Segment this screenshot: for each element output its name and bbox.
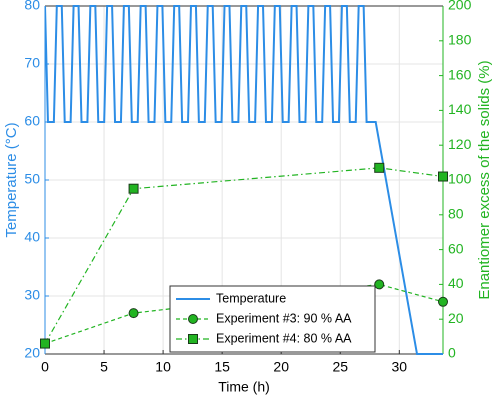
- marker: [128, 308, 139, 319]
- marker: [40, 338, 50, 349]
- x-axis-label: Time (h): [218, 379, 270, 395]
- y-tick-label: 30: [24, 287, 40, 303]
- marker: [374, 279, 385, 290]
- y-tick-label: 40: [24, 229, 40, 245]
- y2-tick-label: 20: [448, 310, 464, 326]
- line: [45, 167, 443, 344]
- y-tick-label: 60: [24, 113, 40, 129]
- y-tick-label: 80: [24, 0, 40, 13]
- marker: [374, 162, 385, 173]
- y2-tick-label: 120: [448, 136, 472, 152]
- marker: [438, 296, 448, 307]
- y-axis-label: Temperature (°C): [3, 122, 20, 237]
- y2-tick-label: 60: [448, 240, 464, 256]
- y2-tick-label: 80: [448, 206, 464, 222]
- legend-label: Experiment #4: 80 % AA: [216, 331, 352, 345]
- y-tick-label: 70: [24, 55, 40, 71]
- y2-tick-label: 100: [448, 171, 472, 187]
- y2-tick-label: 160: [448, 66, 472, 82]
- y2-tick-label: 40: [448, 275, 464, 291]
- y2-tick-label: 0: [448, 345, 456, 361]
- marker: [438, 171, 448, 182]
- marker: [128, 183, 139, 194]
- y2-tick-label: 140: [448, 101, 472, 117]
- line: [45, 5, 443, 355]
- legend-marker: [188, 334, 198, 344]
- y-tick-label: 50: [24, 171, 40, 187]
- y-tick-label: 20: [24, 345, 40, 361]
- x-tick-label: 20: [273, 359, 289, 375]
- y2-tick-label: 200: [448, 0, 472, 13]
- x-tick-label: 0: [41, 359, 49, 375]
- x-tick-label: 25: [332, 359, 348, 375]
- legend-label: Temperature: [216, 291, 286, 305]
- x-tick-label: 15: [214, 359, 230, 375]
- y2-axis-label: Enantiomer excess of the solids (%): [476, 60, 493, 299]
- x-tick-label: 5: [100, 359, 108, 375]
- x-tick-label: 10: [155, 359, 171, 375]
- legend-marker: [188, 314, 198, 324]
- legend-label: Experiment #3: 90 % AA: [216, 311, 352, 325]
- y2-tick-label: 180: [448, 32, 472, 48]
- x-tick-label: 30: [392, 359, 408, 375]
